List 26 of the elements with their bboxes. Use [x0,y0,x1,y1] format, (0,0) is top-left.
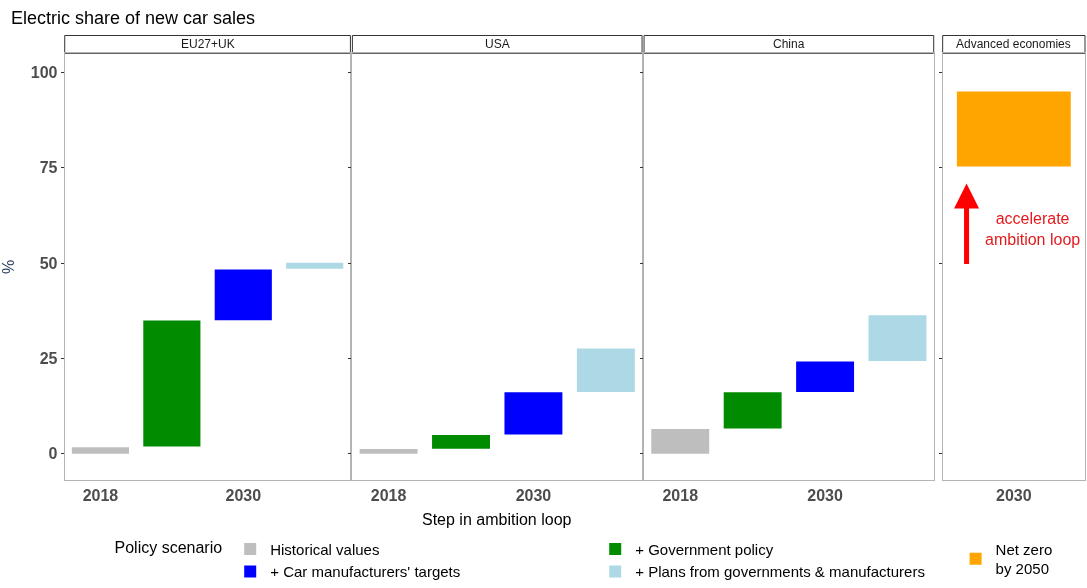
y-tick-label: 100 [30,63,58,81]
x-tick-label: 2018 [82,486,119,504]
x-tick-label: 2030 [225,486,262,504]
y-axis-title: % [0,259,17,274]
y-tick-label: 0 [48,445,58,463]
chart-title: China [773,37,805,51]
legend-label: Historical values [270,540,380,558]
y-tick-label: 50 [39,254,58,272]
x-tick-label: 2030 [807,486,843,504]
legend-label: + Car manufacturers' targets [270,563,461,581]
legend-label: + Government policy [635,540,774,558]
x-tick-label: 2018 [662,486,699,504]
legend-label: + Plans from governments & manufacturers [635,563,925,581]
x-tick-label: 2030 [996,486,1032,504]
annotation: accelerate ambition loop [985,210,1081,248]
x-tick-label: 2030 [515,486,552,504]
y-tick-label: 25 [39,349,58,367]
chart-subtitle: EU27+UK [181,37,235,51]
x-tick-label: 2018 [370,486,407,504]
chart-title: USA [485,37,510,51]
y-tick-label: 75 [39,159,58,177]
x-axis-title: Step in ambition loop [422,511,572,528]
legend-title: Policy scenario [114,539,223,557]
legend-label: Net zero by 2050 [995,540,1053,578]
chart-title: Advanced economies [956,37,1071,51]
chart-title: Electric share of new car sales [11,8,256,28]
